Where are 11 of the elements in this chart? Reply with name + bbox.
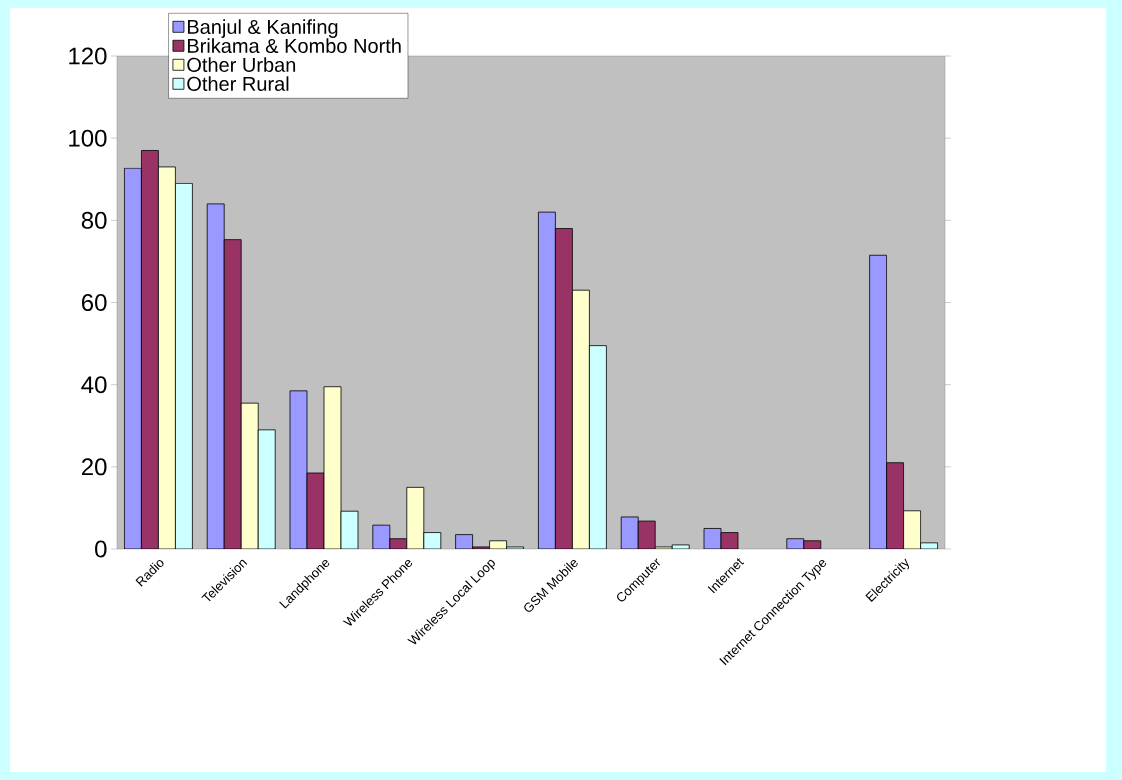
y-tick-label: 40 <box>81 376 107 394</box>
legend-label: Other Rural <box>187 76 289 91</box>
y-tick-label: 120 <box>69 47 107 65</box>
legend-label: Brikama & Kombo North <box>187 38 401 53</box>
y-tick-label: 100 <box>69 129 107 147</box>
y-tick-label: 20 <box>81 458 107 476</box>
y-tick-label: 0 <box>95 540 107 558</box>
y-tick-label: 60 <box>82 294 107 311</box>
y-tick-label: 80 <box>81 211 107 229</box>
legend-label: Other Urban <box>187 57 296 72</box>
legend-label: Banjul & Kanifing <box>187 19 338 38</box>
